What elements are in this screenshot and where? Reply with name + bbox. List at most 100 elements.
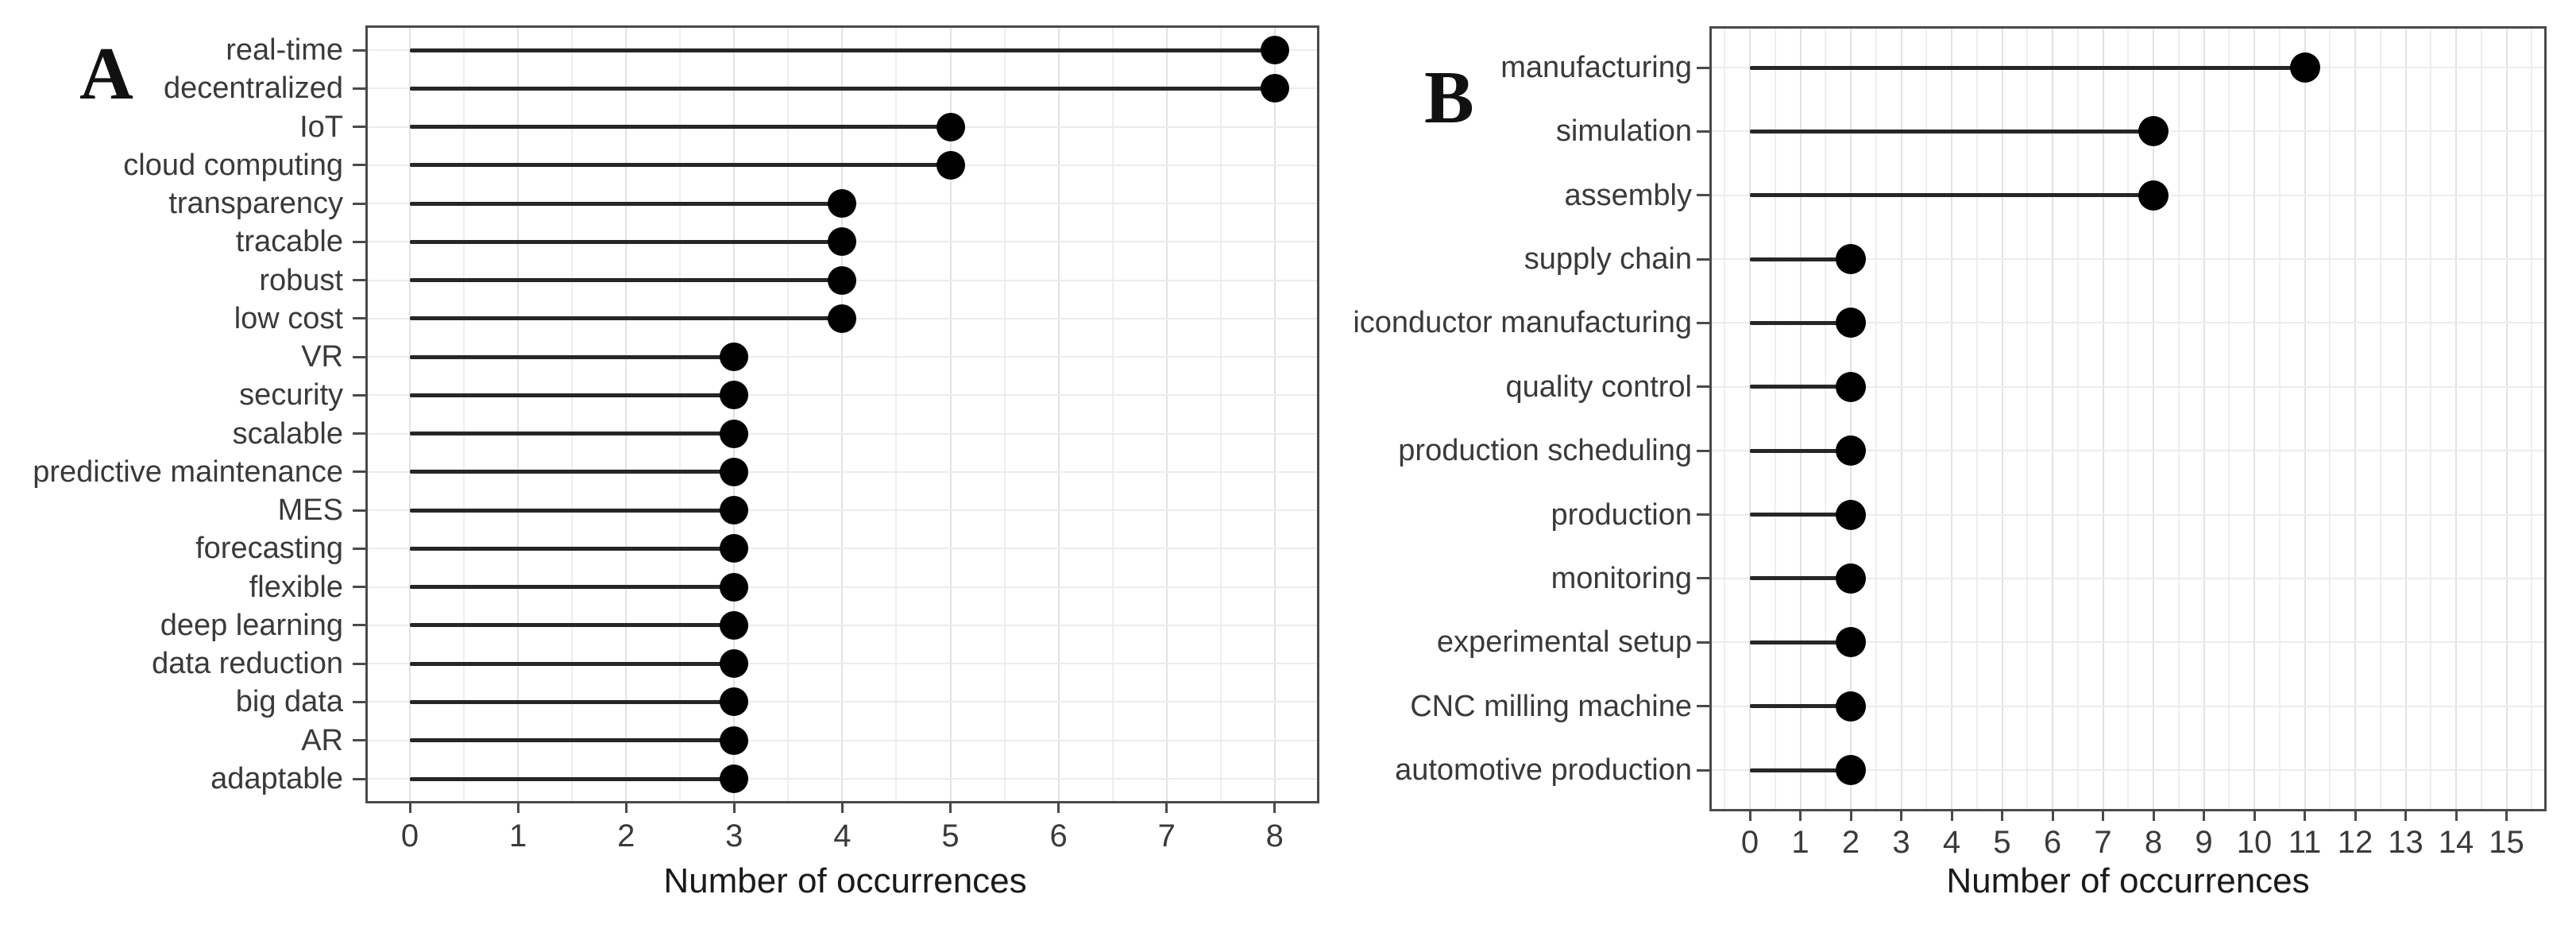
- lollipop-dot: [720, 343, 749, 372]
- y-axis-tick: [1697, 768, 1709, 772]
- lollipop-stem: [1750, 65, 2305, 70]
- lollipop-stem: [410, 239, 843, 244]
- x-axis-tick: [732, 803, 736, 813]
- lollipop-stem: [410, 201, 843, 206]
- lollipop-stem: [410, 316, 843, 321]
- x-tick-label: 1: [1791, 825, 1809, 860]
- gridline-x-minor: [2329, 29, 2331, 809]
- x-axis-tick: [408, 803, 411, 813]
- x-axis-tick: [2404, 811, 2407, 821]
- lollipop-stem: [1750, 257, 1851, 261]
- lollipop-dot: [936, 150, 965, 180]
- lollipop-dot: [2138, 116, 2169, 147]
- y-axis-tick: [353, 164, 365, 167]
- gridline-x-major: [949, 28, 952, 801]
- x-axis-tick: [1273, 803, 1276, 813]
- category-label: robust: [259, 263, 343, 297]
- gridline-x-minor: [1724, 29, 1726, 809]
- y-axis-tick: [353, 470, 365, 474]
- y-axis-tick: [1697, 385, 1709, 389]
- lollipop-dot: [2138, 180, 2169, 211]
- x-tick-label: 8: [1265, 819, 1284, 853]
- lollipop-dot: [720, 457, 749, 486]
- category-label: production: [1551, 497, 1692, 532]
- gridline-x-major: [733, 28, 736, 801]
- lollipop-dot: [828, 304, 857, 333]
- category-label: IoT: [299, 110, 343, 144]
- category-label: experimental setup: [1436, 625, 1692, 660]
- lollipop-dot: [936, 112, 965, 141]
- gridline-x-minor: [1774, 29, 1776, 809]
- category-label: low cost: [234, 301, 343, 335]
- category-label: simulation: [1555, 114, 1692, 149]
- gridline-y: [368, 586, 1317, 588]
- lollipop-dot: [1836, 371, 1866, 402]
- x-axis-tick: [2253, 811, 2256, 821]
- x-axis-tick: [2505, 811, 2508, 821]
- y-axis-tick: [1697, 705, 1709, 708]
- category-label: production scheduling: [1398, 434, 1692, 468]
- lollipop-stem: [1750, 385, 1851, 389]
- lollipop-dot: [1836, 499, 1866, 530]
- y-axis-tick: [353, 87, 365, 90]
- x-axis-tick: [1950, 811, 1953, 821]
- gridline-y: [1712, 641, 2544, 644]
- y-axis-tick: [353, 202, 365, 205]
- gridline-y: [1712, 385, 2544, 388]
- x-axis-tick: [1849, 811, 1852, 821]
- x-axis-tick: [2102, 811, 2104, 821]
- category-label: quality control: [1505, 370, 1692, 404]
- gridline-x-major: [2505, 29, 2508, 809]
- gridline-y: [368, 701, 1317, 703]
- lollipop-stem: [410, 776, 735, 781]
- gridline-y: [368, 432, 1317, 435]
- x-tick-label: 3: [1892, 825, 1910, 860]
- gridline-x-minor: [2531, 29, 2533, 809]
- y-axis-tick: [353, 48, 365, 52]
- gridline-x-major: [2102, 29, 2104, 809]
- gridline-y: [368, 624, 1317, 626]
- lollipop-stem: [410, 163, 951, 168]
- y-axis-tick: [353, 432, 365, 435]
- lollipop-dot: [1836, 691, 1866, 722]
- category-label: transparency: [168, 187, 343, 221]
- y-axis-tick: [353, 240, 365, 243]
- category-label: decentralized: [163, 72, 343, 106]
- x-axis-tick: [2152, 811, 2155, 821]
- y-axis-tick: [1697, 577, 1709, 580]
- x-axis-tick: [1057, 803, 1060, 813]
- gridline-x-major: [625, 28, 628, 801]
- x-tick-label: 5: [1993, 825, 2011, 860]
- gridline-y: [1712, 513, 2544, 516]
- y-axis-tick: [1697, 513, 1709, 517]
- category-label: security: [239, 378, 343, 412]
- lollipop-stem: [410, 661, 735, 666]
- lollipop-stem: [1750, 576, 1851, 581]
- x-tick-label: 4: [833, 819, 852, 853]
- lollipop-stem: [1750, 193, 2153, 198]
- lollipop-stem: [410, 432, 735, 436]
- x-tick-label: 0: [1740, 825, 1759, 860]
- y-axis-tick: [1697, 449, 1709, 452]
- x-axis-tick: [2001, 811, 2003, 821]
- category-label: VR: [301, 340, 343, 374]
- lollipop-stem: [410, 278, 843, 283]
- lollipop-dot: [1836, 308, 1866, 339]
- y-axis-tick: [353, 126, 365, 129]
- x-tick-label: 8: [2144, 825, 2163, 860]
- lollipop-stem: [410, 354, 735, 359]
- gridline-x-minor: [571, 28, 574, 801]
- gridline-y: [368, 548, 1317, 550]
- lollipop-stem: [1750, 640, 1851, 644]
- y-axis-tick: [353, 547, 365, 550]
- y-axis-tick: [353, 662, 365, 665]
- gridline-x-minor: [1003, 28, 1006, 801]
- panel-label-b: B: [1424, 56, 1474, 139]
- y-axis-tick: [353, 739, 365, 742]
- y-axis-tick: [353, 355, 365, 358]
- x-tick-label: 9: [2195, 825, 2213, 860]
- lollipop-dot: [2289, 52, 2320, 83]
- gridline-x-major: [409, 28, 411, 801]
- gridline-x-minor: [895, 28, 898, 801]
- gridline-y: [368, 739, 1317, 741]
